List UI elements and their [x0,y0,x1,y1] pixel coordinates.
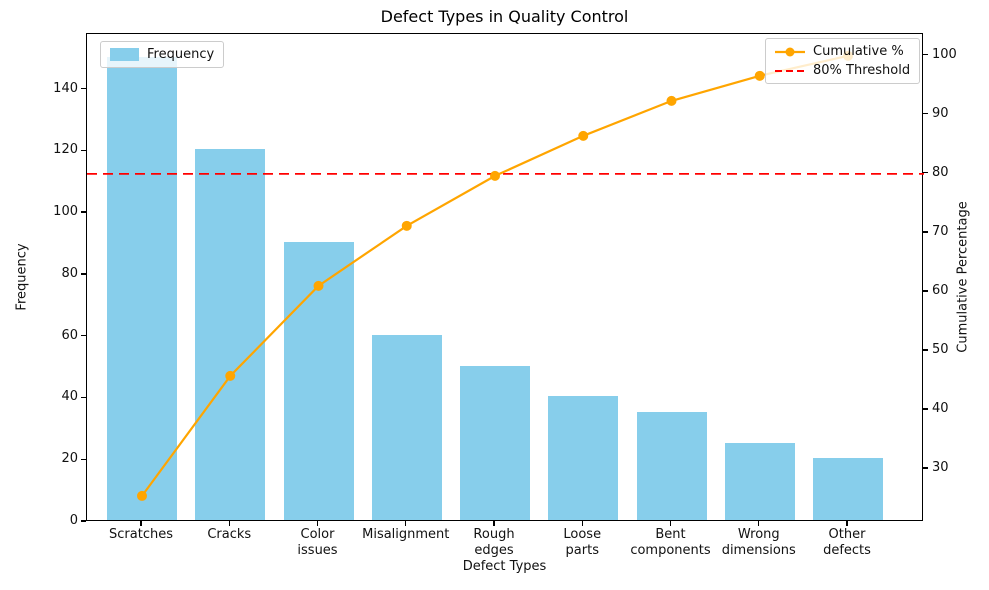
right-tick-60 [923,290,928,292]
left-tick-label-100: 100 [53,204,78,220]
x-tick-label-bent-components: Bent components [630,527,711,558]
left-tick-120 [81,149,86,151]
chart-title: Defect Types in Quality Control [380,7,629,26]
cumulative-line-icon [775,47,805,56]
bar-bent-components [636,411,707,520]
left-tick-label-140: 140 [53,80,78,96]
bar-misalignment [371,334,442,520]
right-tick-80 [923,172,928,174]
bar-loose-parts [548,396,619,520]
x-tick-label-loose-parts: Loose parts [563,527,602,558]
x-tick-loose-parts [581,521,583,526]
left-tick-0 [81,520,86,522]
right-tick-50 [923,349,928,351]
right-tick-label-50: 50 [932,341,949,357]
left-tick-label-20: 20 [61,451,78,467]
cumulative-legend-row: Cumulative % [775,44,910,59]
x-tick-label-cracks: Cracks [207,527,252,542]
right-tick-100 [923,54,928,56]
right-tick-40 [923,408,928,410]
cumulative-marker-misalignment [401,220,412,231]
x-tick-label-rough-edges: Rough edges [473,527,515,558]
x-tick-color-issues [316,521,319,526]
right-tick-70 [923,231,928,233]
left-tick-label-120: 120 [53,142,78,158]
bar-wrong-dimensions [724,442,795,520]
left-tick-80 [81,273,86,275]
cumulative-marker-cracks [225,370,236,381]
cumulative-marker-color-issues [313,280,324,291]
left-tick-60 [81,335,86,337]
cumulative-marker-scratches [137,490,147,501]
bar-cracks [195,149,266,520]
bar-other-defects [813,458,883,520]
x-tick-bent-components [669,521,672,526]
x-tick-wrong-dimensions [758,521,760,526]
x-tick-scratches [140,521,142,526]
threshold-legend-row: 80% Threshold [775,63,910,78]
left-tick-20 [81,458,86,460]
left-tick-label-0: 0 [69,513,78,528]
threshold-legend-label: 80% Threshold [813,63,911,78]
x-tick-misalignment [405,521,407,526]
cumulative-marker-rough-edges [490,170,500,181]
left-tick-100 [81,211,86,213]
x-axis-label: Defect Types [462,559,547,574]
cumulative-marker-bent-components [666,95,677,106]
cumulative-marker-loose-parts [578,130,589,141]
left-tick-140 [81,87,86,90]
right-tick-label-40: 40 [932,400,949,416]
left-tick-40 [81,396,86,399]
bar-rough-edges [460,365,530,520]
x-tick-other-defects [846,521,848,526]
right-tick-label-70: 70 [932,223,949,239]
frequency-swatch-icon [110,48,139,61]
x-tick-label-other-defects: Other defects [823,527,871,558]
cumulative-legend-label: Cumulative % [813,44,904,59]
right-tick-30 [923,467,928,469]
line-legend: Cumulative % 80% Threshold [765,38,921,84]
x-tick-label-misalignment: Misalignment [362,527,450,542]
right-tick-label-90: 90 [932,105,949,121]
frequency-legend-label: Frequency [147,47,215,62]
right-tick-label-60: 60 [932,282,949,298]
frequency-legend-row: Frequency [110,47,214,62]
right-tick-label-30: 30 [932,459,949,475]
left-tick-label-60: 60 [61,327,78,343]
cumulative-marker-wrong-dimensions [754,70,765,81]
x-tick-label-wrong-dimensions: Wrong dimensions [721,527,796,558]
x-tick-label-scratches: Scratches [109,527,173,542]
right-tick-label-100: 100 [932,46,957,62]
x-tick-cracks [228,521,230,526]
plot-area [86,33,924,521]
x-tick-rough-edges [493,521,495,526]
x-tick-label-color-issues: Color issues [297,527,338,558]
right-tick-label-80: 80 [932,164,949,180]
bar-scratches [107,56,177,520]
chart-overlay [87,50,924,501]
left-y-axis-label: Frequency [14,243,30,311]
left-tick-label-40: 40 [61,389,78,405]
cumulative-line [141,54,849,497]
right-tick-90 [923,113,928,115]
frequency-legend: Frequency [100,41,225,68]
threshold-line-icon [775,69,805,72]
left-tick-label-80: 80 [61,265,78,281]
